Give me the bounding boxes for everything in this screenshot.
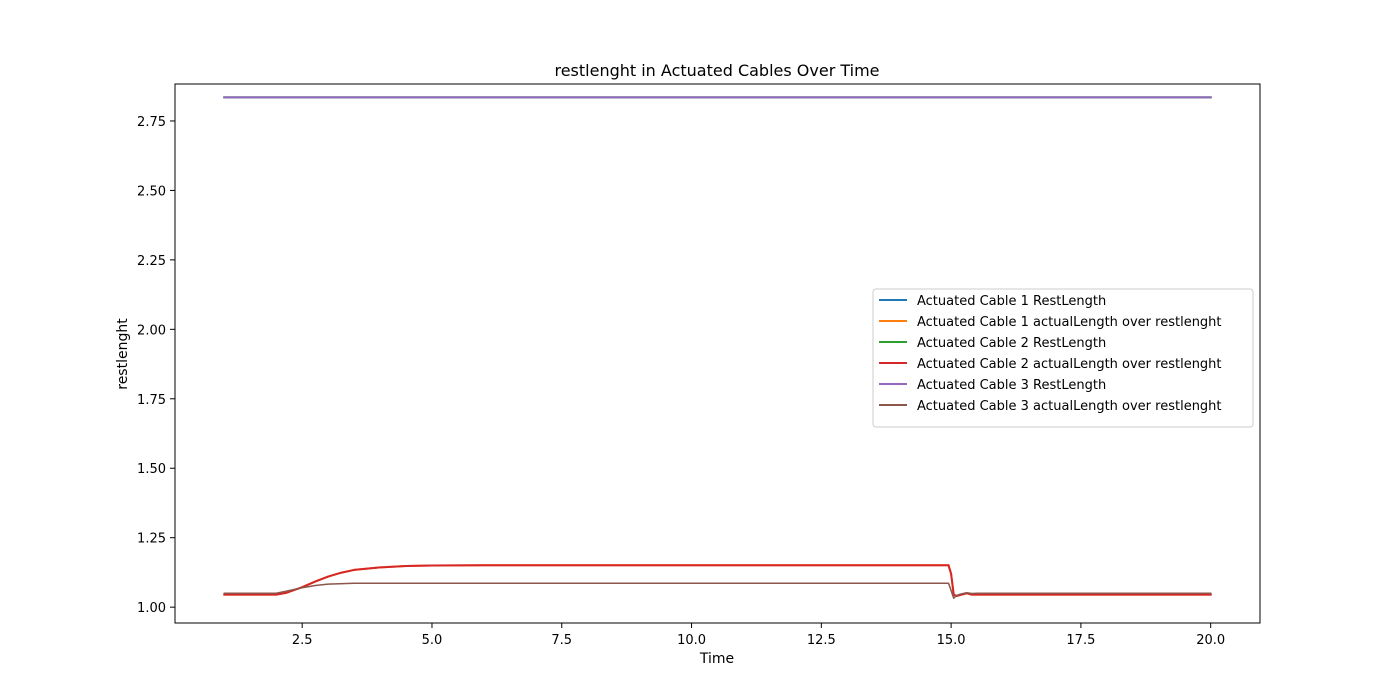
legend-label-actuated-cable-3-restlength: Actuated Cable 3 RestLength: [917, 378, 1106, 393]
x-axis: 2.5 5.0 7.5 10.0 12.5 15.0 17.5 20.0: [292, 623, 1225, 648]
axes-frame: [174, 83, 1261, 624]
legend-box: [872, 288, 1254, 428]
y-tick-label: 1.50: [137, 462, 166, 477]
y-tick-label: 2.50: [137, 184, 166, 199]
x-tick-label: 15.0: [937, 633, 966, 648]
x-tick-label: 2.5: [292, 633, 313, 648]
x-tick-label: 20.0: [1196, 633, 1225, 648]
chart-title: restlenght in Actuated Cables Over Time: [554, 61, 879, 80]
legend-label-actuated-cable-3-actuallength-over-restlenght: Actuated Cable 3 actualLength over restl…: [917, 399, 1222, 414]
y-axis: 1.00 1.25 1.50 1.75 2.00 2.25 2.50 2.75: [137, 115, 175, 616]
legend-label-actuated-cable-1-restlength: Actuated Cable 1 RestLength: [917, 294, 1106, 309]
x-tick-label: 7.5: [551, 633, 572, 648]
x-tick-label: 17.5: [1066, 633, 1095, 648]
x-tick-label: 5.0: [422, 633, 443, 648]
y-tick-label: 2.00: [137, 323, 166, 338]
y-tick-label: 1.75: [137, 393, 166, 408]
y-tick-label: 2.25: [137, 254, 166, 269]
legend: Actuated Cable 1 RestLength Actuated Cabl…: [872, 288, 1254, 428]
legend-label-actuated-cable-1-actuallength-over-restlenght: Actuated Cable 1 actualLength over restl…: [917, 315, 1222, 330]
legend-label-actuated-cable-2-restlength: Actuated Cable 2 RestLength: [917, 336, 1106, 351]
x-tick-label: 10.0: [677, 633, 706, 648]
y-tick-label: 1.00: [137, 601, 166, 616]
plot-area: [223, 96, 1212, 600]
y-axis-label: restlenght: [115, 318, 131, 390]
y-tick-label: 2.75: [137, 115, 166, 130]
series-line-actuated-cable-2-actuallength-over-restlenght: [223, 564, 1212, 598]
y-tick-label: 1.25: [137, 532, 166, 547]
x-tick-label: 12.5: [807, 633, 836, 648]
series-line-actuated-cable-3-actuallength-over-restlenght: [223, 582, 1212, 600]
legend-label-actuated-cable-2-actuallength-over-restlenght: Actuated Cable 2 actualLength over restl…: [917, 357, 1222, 372]
x-axis-label: Time: [699, 651, 734, 667]
